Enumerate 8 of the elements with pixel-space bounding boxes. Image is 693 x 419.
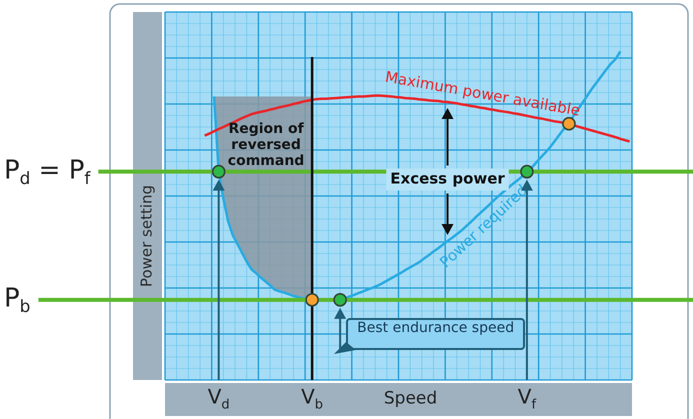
x-tick-label: V$_{f}$ [518, 384, 536, 412]
x-axis-title: Speed [384, 388, 438, 408]
x-tick-label: V$_{d}$ [208, 384, 230, 412]
annotation: Best endurance speed [346, 318, 526, 350]
annotation: Region of reversed command [228, 120, 305, 169]
y-axis-title: Power setting [137, 184, 156, 288]
x-tick-label: V$_{b}$ [301, 384, 324, 412]
text: Maximum power available [384, 68, 582, 120]
